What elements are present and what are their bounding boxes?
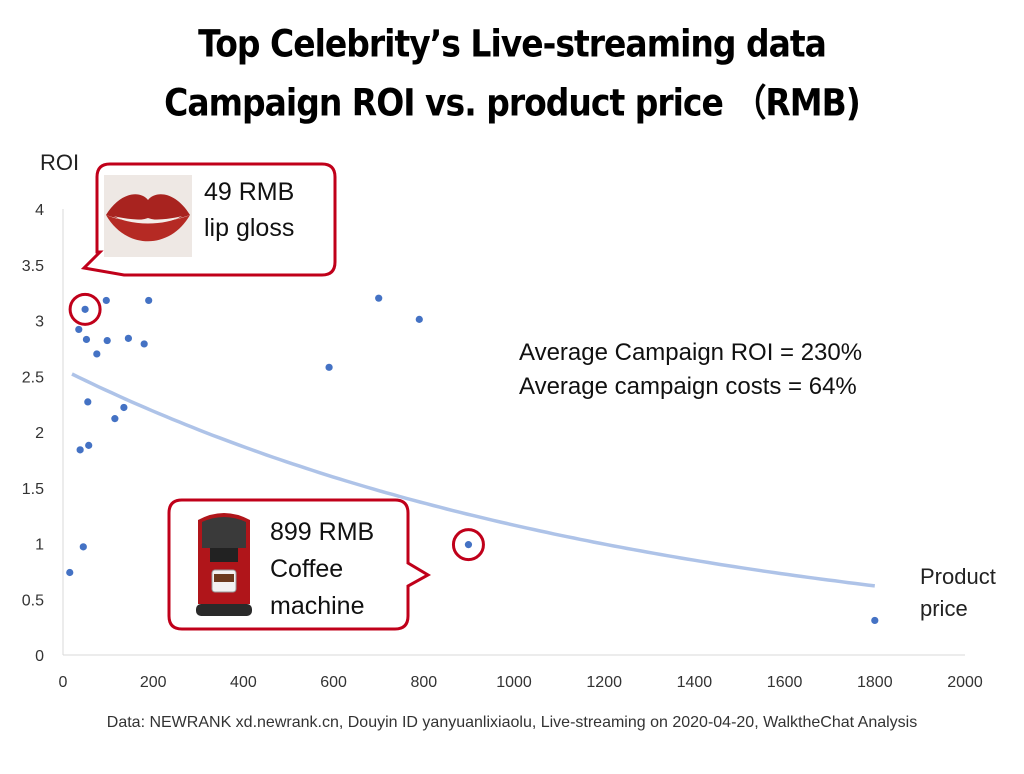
- average-costs-text: Average campaign costs = 64%: [519, 373, 857, 400]
- data-point: [140, 340, 148, 348]
- callout-coffee-product-line2: machine: [270, 592, 365, 620]
- data-point: [82, 335, 91, 344]
- x-tick-labels: 0 200 400 600 800 1000 1200 1400 1600 1800 2000: [59, 674, 983, 691]
- x-tick-label: 600: [320, 674, 347, 691]
- lipgloss-highlight-ring: [68, 292, 102, 326]
- callout-coffee: 899 RMB Coffee machine: [167, 498, 432, 631]
- y-tick-label: 1: [35, 537, 44, 554]
- data-point: [76, 446, 84, 454]
- x-axis-label: Product price: [920, 564, 996, 621]
- chart-title-line1: Top Celebrity’s Live-streaming data: [198, 21, 827, 66]
- x-tick-label: 800: [410, 674, 437, 691]
- data-point: [871, 616, 879, 625]
- data-point: [85, 441, 93, 449]
- data-point: [111, 415, 119, 423]
- y-tick-label: 2: [35, 425, 44, 442]
- data-point: [375, 294, 383, 302]
- data-point: [79, 543, 87, 551]
- data-point: [415, 315, 423, 323]
- y-axis-label: ROI: [40, 150, 79, 175]
- data-point: [120, 403, 128, 412]
- y-tick-label: 3.5: [22, 258, 44, 275]
- y-tick-label: 0: [35, 648, 44, 665]
- data-point: [93, 350, 101, 358]
- callout-lipgloss-price: 49 RMB: [204, 178, 294, 206]
- x-tick-label: 400: [230, 674, 257, 691]
- data-point: [124, 334, 132, 342]
- callout-lipgloss: 49 RMB lip gloss: [80, 162, 337, 277]
- data-point: [81, 305, 89, 313]
- x-tick-label: 1200: [586, 674, 622, 691]
- y-tick-label: 2.5: [22, 369, 44, 386]
- data-source-note: Data: NEWRANK xd.newrank.cn, Douyin ID y…: [106, 714, 918, 731]
- x-tick-label: 200: [140, 674, 167, 691]
- x-tick-label: 1600: [767, 674, 803, 691]
- data-point: [325, 363, 333, 371]
- trendline: [71, 372, 876, 588]
- chart-title-line2: Campaign ROI vs. product price （RMB): [164, 80, 861, 125]
- y-tick-label: 4: [35, 202, 44, 219]
- callout-coffee-product-line1: Coffee: [270, 555, 343, 583]
- x-tick-label: 2000: [947, 674, 983, 691]
- data-point: [102, 296, 110, 305]
- data-points: [66, 294, 879, 625]
- x-tick-label: 1400: [677, 674, 713, 691]
- y-tick-label: 1.5: [22, 481, 44, 498]
- x-tick-label: 1800: [857, 674, 893, 691]
- callout-coffee-price: 899 RMB: [270, 518, 374, 546]
- data-point: [145, 296, 153, 305]
- data-point: [103, 336, 111, 345]
- coffee-machine-icon: [196, 513, 252, 616]
- y-tick-label: 3: [35, 314, 44, 331]
- data-point: [84, 398, 92, 406]
- coffee-highlight-ring: [451, 528, 485, 562]
- data-point: [75, 325, 83, 334]
- average-roi-text: Average Campaign ROI = 230%: [519, 339, 862, 366]
- y-tick-labels: 0 0.5 1 1.5 2 2.5 3 3.5 4: [22, 202, 44, 665]
- data-point: [66, 568, 74, 577]
- y-tick-label: 0.5: [22, 592, 44, 609]
- lips-icon: [104, 175, 192, 257]
- callout-lipgloss-product: lip gloss: [204, 214, 294, 242]
- data-point: [464, 541, 473, 549]
- x-tick-label: 0: [59, 674, 68, 691]
- x-tick-label: 1000: [496, 674, 532, 691]
